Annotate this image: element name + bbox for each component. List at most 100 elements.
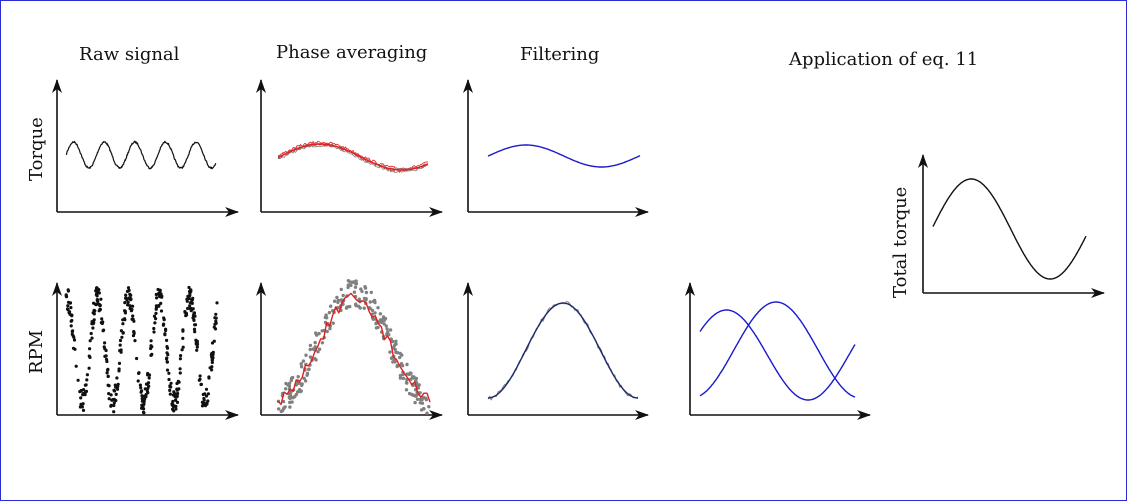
raw-rpm-point: [165, 368, 170, 372]
raw-rpm-point: [110, 398, 114, 402]
phase-rpm-point: [364, 290, 369, 295]
phase-rpm-point: [304, 353, 308, 357]
raw-rpm-point: [202, 398, 206, 402]
raw-rpm-point: [74, 364, 78, 368]
heading-filtering: Filtering: [520, 44, 600, 65]
raw-rpm-point: [159, 292, 163, 296]
raw-rpm-point: [79, 396, 83, 400]
phase-rpm-point: [357, 297, 361, 301]
phase-rpm-point: [425, 411, 429, 415]
raw-rpm-point: [81, 402, 85, 406]
phase-rpm-point: [407, 391, 412, 396]
phase-rpm-point: [328, 326, 332, 331]
raw-rpm-point: [154, 317, 158, 321]
phase-rpm-point: [324, 313, 328, 317]
raw-rpm-point: [204, 394, 209, 398]
phase-rpm-point: [353, 285, 358, 289]
phase-rpm-point: [378, 312, 383, 316]
raw-rpm-point: [143, 394, 147, 398]
raw-rpm-point: [118, 343, 122, 347]
phase-rpm-point: [405, 362, 409, 367]
raw-rpm-point: [181, 345, 185, 349]
raw-rpm-point: [94, 303, 98, 307]
raw-rpm-point: [100, 321, 104, 326]
raw-rpm-point: [90, 336, 94, 340]
raw-rpm-point: [159, 301, 163, 305]
phase-torque-realization-3: [277, 144, 429, 173]
phase-rpm-point: [393, 347, 397, 352]
raw-rpm-point: [84, 389, 89, 393]
raw-rpm-point: [112, 410, 116, 414]
phase-rpm-point: [373, 300, 377, 305]
raw-rpm-point: [147, 376, 151, 380]
filtered-rpm-curve: [488, 302, 638, 399]
phase-rpm-point: [409, 377, 413, 381]
phase-rpm-point: [327, 310, 332, 315]
phase-rpm-point: [313, 340, 317, 345]
raw-rpm-point: [71, 329, 75, 333]
phase-rpm-point: [411, 393, 415, 397]
phase-rpm-point: [423, 396, 428, 400]
raw-rpm-point: [68, 312, 72, 316]
raw-rpm-point: [152, 326, 156, 331]
raw-rpm-point: [132, 331, 136, 335]
raw-rpm-point: [210, 341, 215, 345]
raw-rpm-point: [103, 347, 107, 351]
phase-rpm-point: [381, 315, 386, 319]
raw-rpm-point: [142, 407, 146, 411]
raw-rpm-point: [142, 411, 146, 415]
phase-rpm-point: [283, 405, 287, 409]
raw-rpm-point: [165, 346, 170, 350]
phase-rpm-point: [308, 355, 313, 359]
phase-rpm-point: [388, 328, 393, 332]
raw-rpm-point: [115, 387, 120, 391]
phase-rpm-point: [336, 300, 340, 305]
raw-rpm-point: [76, 378, 80, 382]
raw-rpm-point: [79, 389, 83, 393]
raw-rpm-point: [98, 304, 102, 308]
raw-rpm-point: [184, 313, 189, 317]
heading-application: Application of eq. 11: [789, 49, 979, 70]
phase-rpm-point: [345, 305, 350, 309]
phase-rpm-point: [346, 283, 350, 287]
phase-rpm-point: [401, 376, 406, 381]
phase-rpm-point: [360, 289, 364, 294]
raw-rpm-point: [88, 339, 92, 343]
phase-rpm-point: [287, 381, 292, 385]
raw-rpm-point: [207, 376, 211, 380]
phase-rpm-point: [331, 321, 335, 325]
raw-rpm-point: [138, 383, 142, 387]
raw-rpm-point: [165, 356, 169, 360]
raw-rpm-point: [171, 407, 175, 411]
raw-rpm-point: [112, 397, 116, 401]
raw-rpm-point: [109, 403, 113, 407]
raw-rpm-point: [176, 379, 180, 383]
raw-rpm-point: [163, 333, 167, 337]
raw-rpm-point: [154, 304, 158, 308]
raw-rpm-point: [100, 317, 104, 321]
raw-rpm-point: [81, 393, 85, 397]
phase-rpm-point: [389, 356, 394, 360]
phase-rpm-mean-curve: [277, 292, 431, 406]
raw-torque-curve: [65, 140, 217, 170]
raw-rpm-point: [78, 405, 82, 409]
phase-rpm-point: [339, 287, 343, 292]
phase-rpm-point: [320, 329, 324, 333]
phase-rpm-point: [352, 290, 357, 294]
raw-rpm-point: [213, 322, 217, 326]
phase-rpm-point: [348, 280, 352, 284]
raw-rpm-point: [115, 376, 119, 380]
raw-rpm-point: [90, 322, 94, 326]
phase-rpm-point: [353, 281, 357, 285]
raw-rpm-point: [85, 373, 89, 377]
raw-rpm-point: [176, 391, 180, 396]
raw-rpm-point: [69, 306, 73, 310]
phase-rpm-point: [294, 392, 298, 397]
raw-rpm-point: [183, 310, 187, 314]
raw-rpm-point: [149, 353, 153, 357]
raw-rpm-point: [174, 407, 178, 411]
raw-rpm-point: [139, 386, 143, 390]
phase-rpm-point: [420, 401, 425, 405]
raw-rpm-point: [88, 347, 92, 351]
